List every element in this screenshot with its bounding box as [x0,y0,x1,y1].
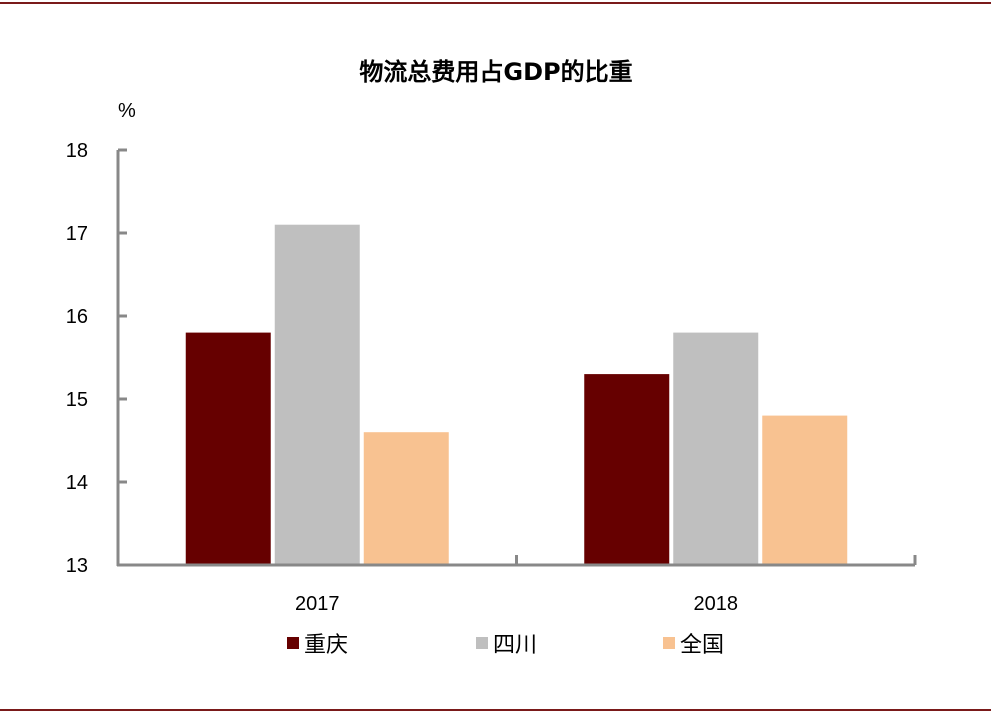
legend-swatch-重庆 [287,637,299,649]
x-tick-label: 2018 [694,593,739,615]
legend-label: 四川 [493,633,537,658]
legend-label: 重庆 [304,633,348,658]
bar-全国-2018 [762,415,848,565]
y-tick-label: 18 [66,140,88,162]
y-tick-label: 17 [66,223,88,245]
bar-重庆-2017 [185,332,271,565]
bar-四川-2017 [274,224,360,565]
bar-全国-2017 [363,432,449,565]
x-tick-label: 2017 [295,593,340,615]
chart-title: 物流总费用占GDP的比重 [359,58,632,86]
y-tick-label: 14 [66,472,88,494]
y-axis-unit: % [118,100,136,122]
bar-重庆-2018 [584,374,670,565]
legend-swatch-全国 [663,637,675,649]
y-tick-label: 15 [66,389,88,411]
top-rule [0,2,991,4]
y-tick-label: 13 [66,555,88,577]
bottom-rule [0,709,991,711]
y-tick-label: 16 [66,306,88,328]
bar-四川-2018 [673,332,759,565]
legend-swatch-四川 [476,637,488,649]
legend-label: 全国 [680,633,724,658]
